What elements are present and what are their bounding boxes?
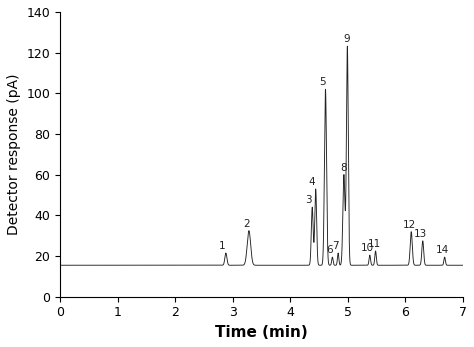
Y-axis label: Detector response (pA): Detector response (pA): [7, 74, 21, 235]
Text: 9: 9: [344, 34, 350, 44]
Text: 13: 13: [414, 229, 427, 239]
Text: 1: 1: [219, 241, 225, 251]
Text: 14: 14: [436, 245, 449, 255]
Text: 2: 2: [243, 219, 250, 229]
Text: 11: 11: [368, 239, 381, 249]
Text: 4: 4: [309, 177, 315, 187]
Text: 5: 5: [319, 77, 326, 87]
X-axis label: Time (min): Time (min): [215, 325, 308, 340]
Text: 6: 6: [326, 245, 333, 255]
Text: 10: 10: [360, 243, 374, 253]
Text: 7: 7: [333, 241, 339, 251]
Text: 3: 3: [305, 195, 311, 205]
Text: 8: 8: [340, 163, 346, 173]
Text: 12: 12: [402, 220, 416, 230]
